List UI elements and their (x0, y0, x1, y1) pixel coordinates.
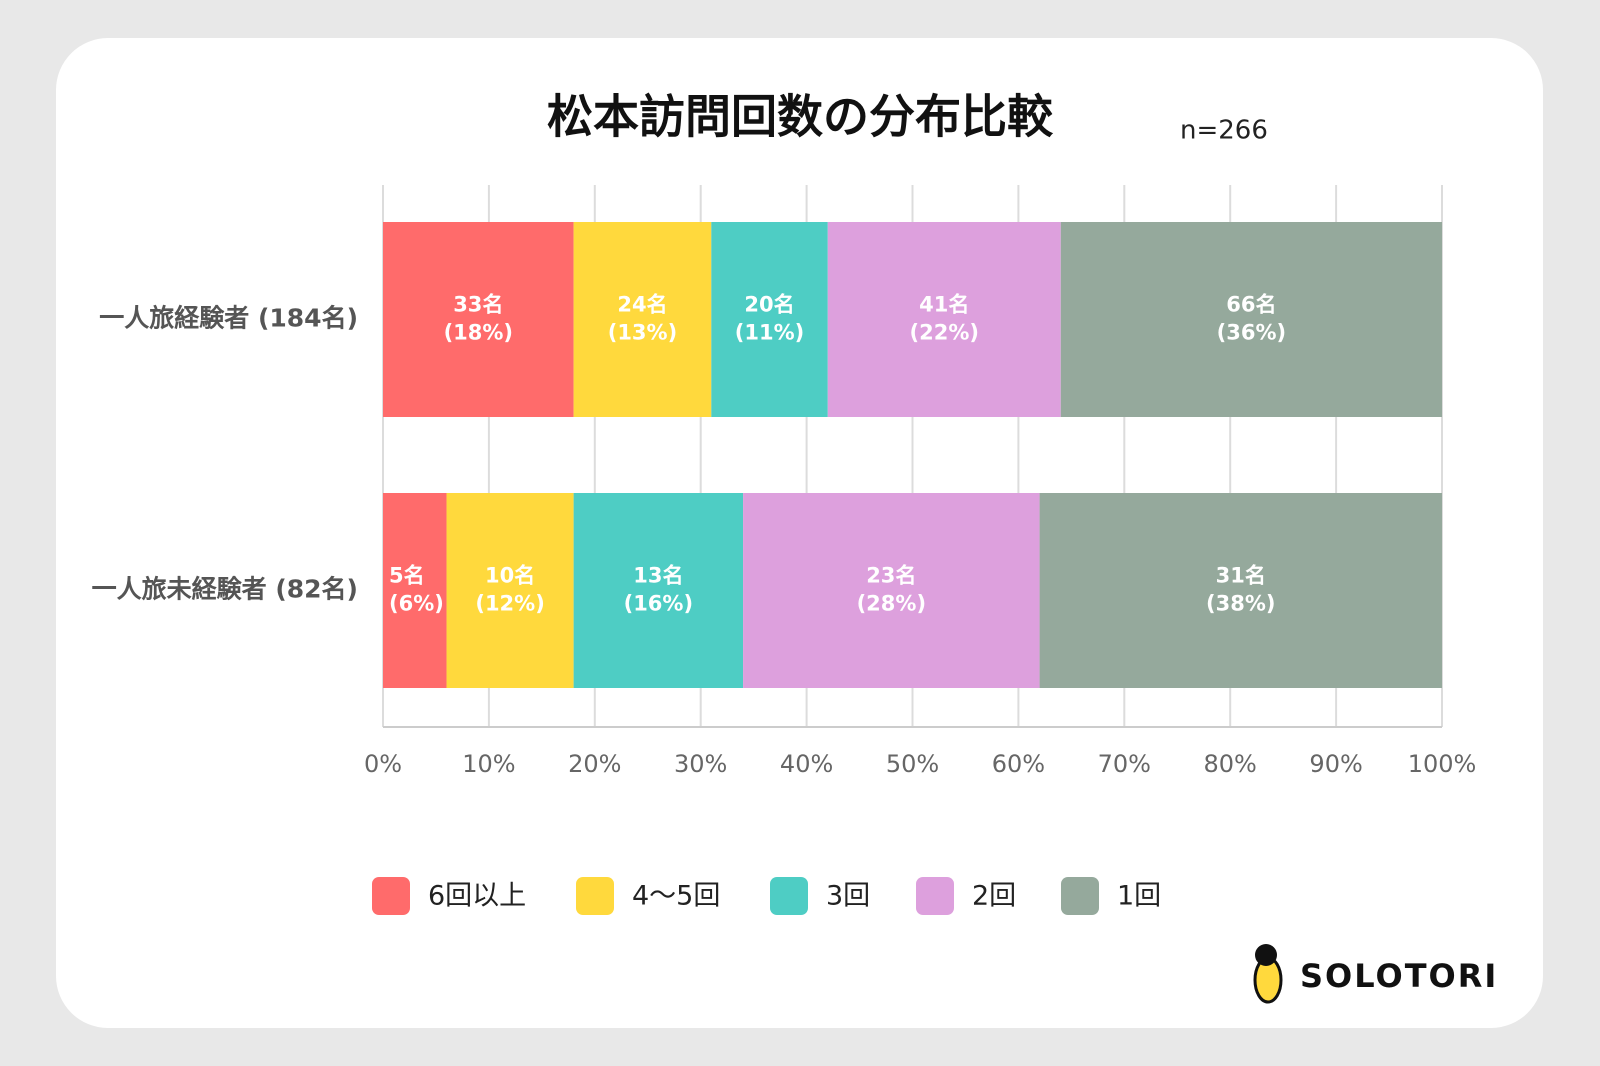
x-tick-label: 50% (886, 750, 939, 778)
value-label: 66名 (36%) (1217, 293, 1286, 345)
value-label-line: 41名 (919, 293, 969, 317)
x-tick-label: 20% (568, 750, 621, 778)
subtitle: n=266 (1180, 116, 1268, 146)
bar-segment (383, 493, 447, 688)
bar-segment (1060, 222, 1442, 417)
value-label: 24名 (13%) (608, 293, 677, 345)
legend-label: 6回以上 (428, 881, 526, 912)
value-label: 23名 (28%) (857, 564, 926, 616)
value-label-line: (13%) (608, 321, 677, 345)
value-label-line: 31名 (1216, 564, 1266, 588)
value-label-line: (18%) (444, 321, 513, 345)
value-label-line: (38%) (1206, 592, 1275, 616)
bar-segment (1039, 493, 1442, 688)
legend-label: 2回 (972, 881, 1016, 912)
legend-swatch (916, 877, 954, 915)
legend-label: 1回 (1117, 881, 1161, 912)
y-tick-label: 一人旅経験者 (184名) (99, 304, 358, 333)
value-label: 10名 (12%) (475, 564, 544, 616)
bar-segment (573, 222, 712, 417)
value-label-line: 24名 (617, 293, 667, 317)
value-label: 13名 (16%) (624, 564, 693, 616)
value-label-line: 10名 (485, 564, 535, 588)
bar-segment (573, 493, 744, 688)
value-label-line: (36%) (1217, 321, 1286, 345)
value-label-line: 33名 (453, 293, 503, 317)
value-label-line: (12%) (475, 592, 544, 616)
legend-swatch (770, 877, 808, 915)
value-label: 5名 (6%) (389, 564, 444, 616)
value-label-line: 13名 (633, 564, 683, 588)
legend-label: 4〜5回 (632, 881, 720, 912)
y-tick-label: 一人旅未経験者 (82名) (92, 575, 358, 604)
logo-head (1255, 944, 1277, 966)
value-label-line: (22%) (910, 321, 979, 345)
x-tick-label: 10% (462, 750, 515, 778)
value-label-line: 23名 (866, 564, 916, 588)
brand: SOLOTORI (1300, 957, 1498, 995)
bar-segment (827, 222, 1061, 417)
chart-title: 松本訪問回数の分布比較 (547, 90, 1054, 144)
value-label-line: 5名 (389, 564, 425, 588)
x-tick-label: 60% (992, 750, 1045, 778)
bar-segment (711, 222, 828, 417)
legend-swatch (1061, 877, 1099, 915)
logo: SOLOTORI (1253, 944, 1498, 1004)
legend-label: 3回 (826, 881, 870, 912)
value-label-line: (28%) (857, 592, 926, 616)
value-label-line: (6%) (389, 592, 444, 616)
value-label-line: 66名 (1226, 293, 1276, 317)
value-label: 31名 (38%) (1206, 564, 1275, 616)
value-label: 41名 (22%) (910, 293, 979, 345)
bar-segment (743, 493, 1040, 688)
x-tick-label: 40% (780, 750, 833, 778)
legend-swatch (372, 877, 410, 915)
x-tick-label: 90% (1309, 750, 1362, 778)
x-tick-label: 70% (1098, 750, 1151, 778)
legend-swatch (576, 877, 614, 915)
value-label-line: (11%) (735, 321, 804, 345)
x-tick-label: 0% (364, 750, 402, 778)
x-tick-label: 100% (1408, 750, 1477, 778)
value-label: 33名 (18%) (444, 293, 513, 345)
x-tick-label: 30% (674, 750, 727, 778)
bar-segment (446, 493, 574, 688)
value-label: 20名 (11%) (735, 293, 804, 345)
bar-segment (383, 222, 574, 417)
value-label-line: (16%) (624, 592, 693, 616)
value-label-line: 20名 (744, 293, 794, 317)
x-tick-label: 80% (1204, 750, 1257, 778)
